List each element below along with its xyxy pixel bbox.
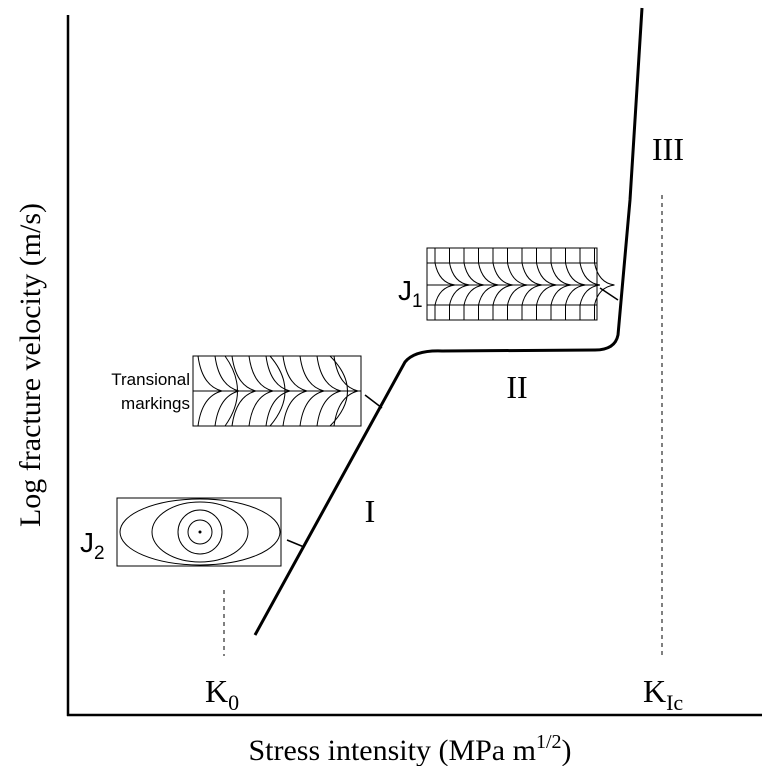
inset-stroke: [248, 355, 274, 427]
inset-label: J2: [80, 527, 105, 564]
transitional-inset: [192, 355, 362, 427]
inset-stroke: [594, 262, 615, 306]
inset-stroke: [565, 262, 586, 306]
x-axis-label: Stress intensity (MPa m1/2): [248, 731, 571, 766]
inset-box: [116, 497, 282, 567]
inset-symbol: J: [398, 275, 412, 306]
threshold-label: KIc: [643, 673, 683, 715]
inset-stroke: [231, 355, 257, 427]
y-axis-label: Log fracture velocity (m/s): [14, 203, 47, 527]
x-axis-label-text: Stress intensity (MPa m: [248, 734, 536, 766]
j1-inset: [426, 247, 615, 321]
inset-stroke: [282, 355, 308, 427]
inset-dot: [198, 530, 202, 534]
inset-label: Transional: [111, 370, 190, 389]
region-label: III: [652, 131, 684, 167]
inset-stroke: [463, 262, 485, 306]
pointer: [286, 539, 305, 548]
inset-symbol: J: [80, 527, 94, 558]
velocity-curve: [253, 7, 644, 636]
inset-stroke: [536, 262, 557, 306]
inset-stroke: [299, 355, 325, 427]
inset-stroke: [579, 262, 601, 306]
inset-stroke: [316, 355, 342, 427]
x-axis-label-close: ): [562, 734, 572, 766]
inset-ellipse: [119, 498, 281, 566]
threshold-symbol: K: [205, 673, 228, 709]
inset-ellipse: [151, 501, 249, 563]
inset-stroke: [507, 262, 528, 306]
inset-stroke: [197, 355, 223, 427]
region-label: II: [506, 369, 527, 405]
x-axis-label-sup: 1/2: [536, 731, 562, 753]
inset-subscript: 1: [412, 291, 423, 312]
inset-label: markings: [121, 394, 190, 413]
inset-stroke: [449, 262, 470, 306]
inset-label: J1: [398, 275, 423, 312]
inset-stroke: [521, 262, 543, 306]
inset-stroke: [434, 262, 456, 306]
inset-stroke: [492, 262, 514, 306]
inset-circle: [177, 509, 223, 555]
inset-circle: [187, 519, 213, 545]
threshold-symbol: K: [643, 673, 666, 709]
region-label: I: [365, 493, 376, 529]
pointer: [599, 287, 619, 301]
j2-inset: [116, 497, 282, 567]
threshold-subscript: Ic: [666, 690, 683, 715]
inset-stroke: [478, 262, 499, 306]
threshold-subscript: 0: [228, 690, 239, 715]
inset-subscript: 2: [94, 543, 105, 564]
inset-stroke: [550, 262, 572, 306]
threshold-label: K0: [205, 673, 239, 715]
pointer: [364, 394, 383, 409]
inset-stroke: [214, 355, 240, 427]
inset-stroke: [265, 355, 291, 427]
inset-stroke: [333, 355, 359, 427]
